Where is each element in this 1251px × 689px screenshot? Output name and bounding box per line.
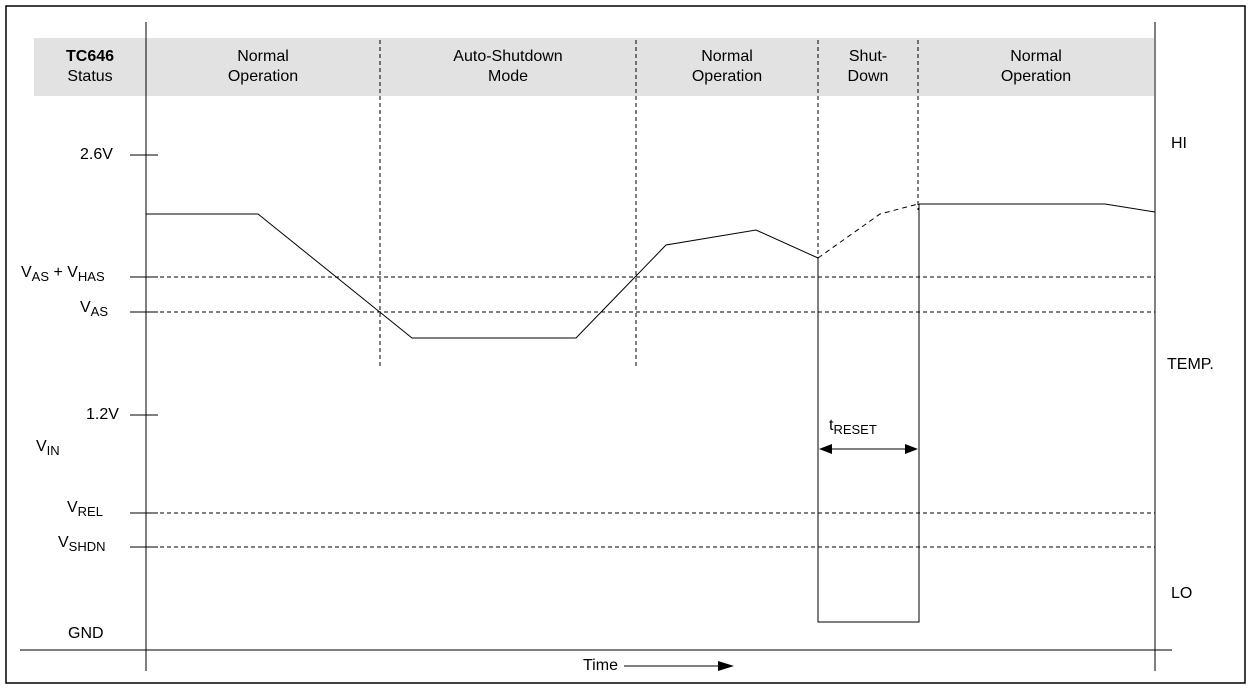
- label-vshdn: VSHDN: [58, 534, 106, 554]
- label-vrel: VREL: [67, 499, 103, 519]
- phase-line2: Operation: [691, 68, 763, 85]
- diagram-border: [5, 5, 1246, 684]
- phase-line2: Mode: [487, 68, 529, 85]
- phase-normal-1: Normal Operation: [146, 38, 380, 96]
- phase-normal-2: Normal Operation: [636, 38, 818, 96]
- phase-line1: Normal: [237, 48, 289, 65]
- label-1-2v: 1.2V: [86, 406, 119, 423]
- treset-arrowhead-left: [819, 444, 832, 454]
- label-lo: LO: [1171, 585, 1193, 602]
- label-hi: HI: [1171, 135, 1187, 152]
- vin-waveform-dashed: [817, 203, 919, 259]
- time-arrowhead: [718, 661, 734, 671]
- label-vas-hys: VAS + VHAS: [21, 264, 105, 284]
- shutdown-pulse: [817, 204, 920, 623]
- vin-waveform-recovery: [919, 203, 1156, 213]
- phase-auto-shutdown: Auto-Shutdown Mode: [380, 38, 636, 96]
- treset-arrowhead-right: [905, 444, 918, 454]
- phase-normal-3: Normal Operation: [918, 38, 1154, 96]
- phase-line2: Operation: [227, 68, 299, 85]
- status-title: TC646 Status: [40, 38, 140, 96]
- time-label: Time: [583, 657, 618, 674]
- status-title-sub: Status: [67, 68, 113, 85]
- status-title-bold: TC646: [65, 48, 115, 65]
- label-treset: tRESET: [829, 417, 877, 437]
- phase-line1: Auto-Shutdown: [453, 48, 563, 65]
- phase-line2: Operation: [1000, 68, 1072, 85]
- vin-waveform: [146, 213, 819, 339]
- label-gnd: GND: [68, 625, 104, 642]
- phase-line2: Down: [847, 68, 889, 85]
- label-vin: VIN: [36, 438, 60, 458]
- label-vas: VAS: [80, 299, 109, 319]
- status-bar: [34, 38, 1154, 96]
- phase-line1: Normal: [701, 48, 753, 65]
- label-temp: TEMP.: [1167, 356, 1214, 373]
- label-2-6v: 2.6V: [80, 146, 113, 163]
- phase-line1: Normal: [1010, 48, 1062, 65]
- phase-line1: Shut-: [848, 48, 888, 65]
- phase-shutdown: Shut- Down: [818, 38, 918, 96]
